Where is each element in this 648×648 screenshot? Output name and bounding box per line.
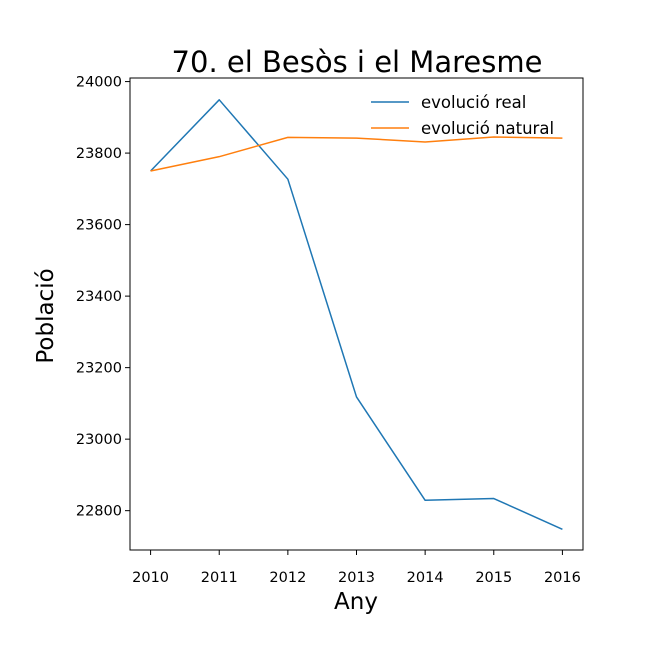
x-tick-label: 2012 — [269, 570, 306, 586]
chart-title: 70. el Besòs i el Maresme — [172, 45, 543, 79]
legend: evolució real evolució natural — [371, 93, 554, 138]
plot-frame — [129, 77, 584, 551]
y-axis-label: Població — [33, 268, 59, 363]
y-tick-label: 23200 — [76, 361, 122, 377]
x-tick-label: 2016 — [544, 570, 581, 586]
x-tick-label: 2013 — [338, 570, 375, 586]
series-line-2 — [150, 136, 563, 172]
y-tick-label: 23000 — [76, 432, 122, 448]
x-tick-label: 2014 — [407, 570, 444, 586]
y-tick-label: 23800 — [76, 146, 122, 162]
plot-area: 22800 23000 23200 23400 23600 23800 24000 2010 2… — [76, 75, 584, 586]
y-tick-label: 23600 — [76, 218, 122, 234]
x-axis-label: Any — [334, 589, 378, 615]
legend-label-2: evolució natural — [421, 119, 554, 138]
x-tick-label: 2015 — [475, 570, 512, 586]
y-tick-label: 22800 — [76, 504, 122, 520]
x-tick-label: 2011 — [201, 570, 238, 586]
legend-label-1: evolució real — [421, 93, 526, 112]
series-line-1 — [150, 99, 563, 530]
y-tick-label: 24000 — [76, 75, 122, 91]
x-tick-label: 2010 — [132, 570, 169, 586]
y-tick-label: 23400 — [76, 289, 122, 305]
